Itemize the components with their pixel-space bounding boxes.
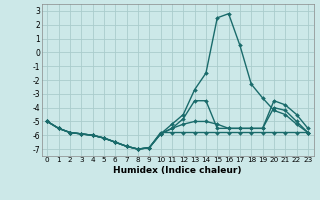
X-axis label: Humidex (Indice chaleur): Humidex (Indice chaleur) (113, 166, 242, 175)
